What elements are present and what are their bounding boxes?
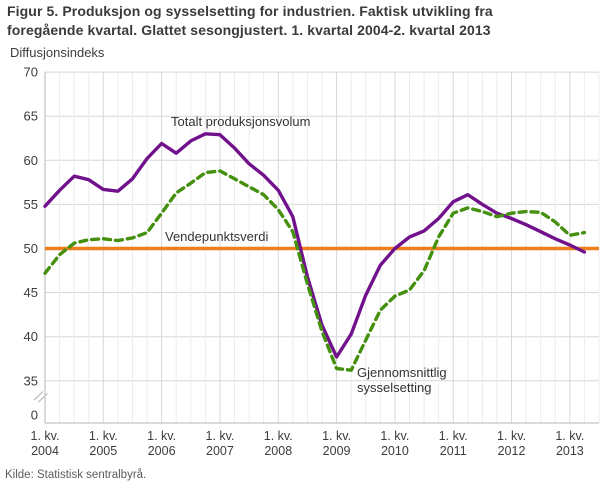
x-tick-label-year: 2012	[498, 444, 526, 458]
x-tick-label-year: 2007	[206, 444, 234, 458]
x-tick-label-year: 2010	[381, 444, 409, 458]
x-tick-label-quarter: 1. kv.	[264, 429, 293, 443]
x-tick-label-quarter: 1. kv.	[555, 429, 584, 443]
y-tick-label: 70	[24, 65, 38, 80]
source-note: Kilde: Statistisk sentralbyrå.	[5, 469, 147, 481]
y-tick-label: 45	[24, 285, 38, 300]
series-label-totalt-produksjonsvolum: Totalt produksjonsvolum	[171, 114, 311, 129]
axis-break-icon	[38, 392, 48, 403]
x-tick-label-year: 2013	[556, 444, 584, 458]
x-tick-label-quarter: 1. kv.	[497, 429, 526, 443]
y-tick-label: 60	[24, 153, 38, 168]
y-tick-label: 40	[24, 329, 38, 344]
y-tick-label: 35	[24, 373, 38, 388]
reference-line-label: Vendepunktsverdi	[165, 229, 269, 244]
x-tick-label-quarter: 1. kv.	[147, 429, 176, 443]
figure-title-line1: Figur 5. Produksjon og sysselsetting for…	[7, 3, 493, 19]
x-tick-label-quarter: 1. kv.	[205, 429, 234, 443]
x-tick-label-quarter: 1. kv.	[89, 429, 118, 443]
figure-title-line2: foregående kvartal. Glattet sesongjuster…	[7, 22, 491, 38]
y-axis-title: Diffusjonsindeks	[10, 45, 105, 60]
x-tick-label-year: 2008	[264, 444, 292, 458]
series-line-gjennomsnittlig-sysselsetting	[43, 169, 587, 372]
y-tick-label: 65	[24, 109, 38, 124]
x-tick-label-quarter: 1. kv.	[380, 429, 409, 443]
y-tick-label: 50	[24, 241, 38, 256]
y-tick-label: 55	[24, 197, 38, 212]
x-tick-label-year: 2009	[323, 444, 351, 458]
y-tick-label-zero: 0	[31, 408, 38, 423]
series-line-totalt-produksjonsvolum	[43, 132, 587, 359]
x-tick-label-quarter: 1. kv.	[31, 429, 60, 443]
axis-break-icon	[33, 390, 44, 401]
figure-title: Figur 5. Produksjon og sysselsetting for…	[7, 2, 607, 40]
x-tick-label-year: 2004	[31, 444, 59, 458]
x-tick-label-year: 2005	[89, 444, 117, 458]
x-tick-label-year: 2011	[440, 444, 467, 458]
x-tick-label-quarter: 1. kv.	[322, 429, 351, 443]
series-label-gjennomsnittlig-sysselsetting: Gjennomsnittlig sysselsetting	[357, 365, 447, 395]
x-tick-label-year: 2006	[148, 444, 176, 458]
x-tick-label-quarter: 1. kv.	[439, 429, 468, 443]
